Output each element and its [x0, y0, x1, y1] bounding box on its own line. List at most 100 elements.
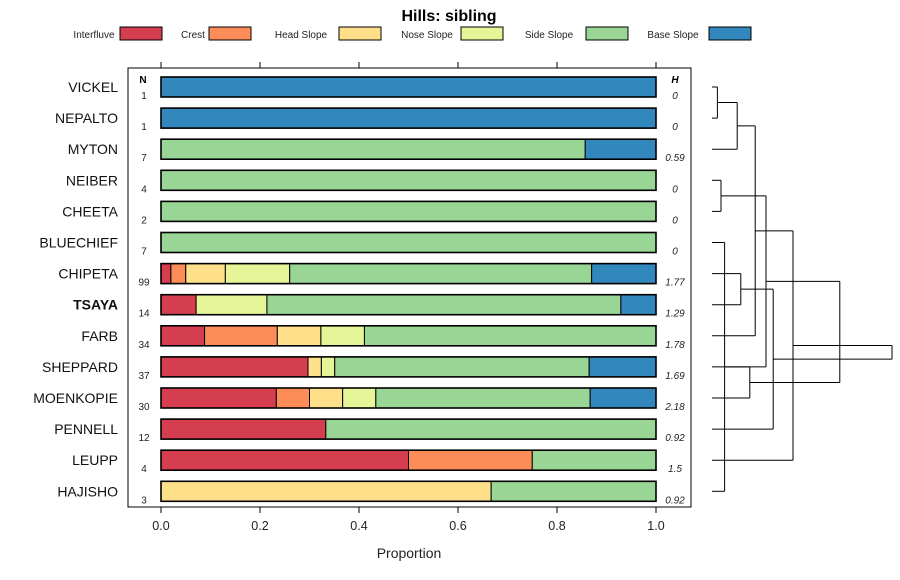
- bar-outline: [160, 76, 657, 98]
- bar-segment: [620, 294, 657, 316]
- row-label: PENNELL: [54, 421, 118, 437]
- bar-segment: [160, 325, 206, 347]
- row-label: NEPALTO: [55, 110, 118, 126]
- x-tick-label: 0.4: [350, 519, 367, 533]
- bar-segment: [185, 263, 226, 285]
- n-value: 34: [138, 340, 150, 351]
- bar-outline: [160, 231, 657, 254]
- bar-segment: [591, 263, 657, 285]
- row-label: SHEPPARD: [42, 359, 118, 375]
- bar-segment: [266, 294, 622, 316]
- chart-title: Hills: sibling: [401, 8, 496, 25]
- bar-segment: [160, 138, 586, 160]
- bar-segment: [375, 387, 591, 409]
- bar-segment: [160, 480, 492, 502]
- bar-segment: [289, 263, 593, 285]
- bar-outline: [160, 324, 657, 347]
- legend-swatch: [585, 26, 629, 41]
- row-label: HAJISHO: [57, 483, 118, 499]
- h-value: 1.78: [665, 340, 685, 351]
- bar-segment: [224, 263, 291, 285]
- bar-segment: [363, 325, 657, 347]
- h-column-header: H: [671, 75, 679, 86]
- legend: Interfluve Crest Head Slope Nose Slope Side …: [73, 26, 752, 41]
- bar-segment: [160, 200, 657, 222]
- x-tick-label: 1.0: [647, 519, 664, 533]
- bar-segment: [531, 449, 657, 471]
- h-value: 1.5: [668, 464, 682, 475]
- x-tick-label: 0.8: [548, 519, 565, 533]
- x-axis-label: Proportion: [377, 545, 442, 561]
- x-tick-label: 0.2: [251, 519, 268, 533]
- x-tick-label: 0.0: [152, 519, 169, 533]
- row-label: CHIPETA: [58, 266, 118, 282]
- bar-outline: [160, 169, 657, 192]
- bar-segment: [325, 418, 657, 440]
- n-value: 7: [141, 247, 147, 258]
- bar-segment: [160, 418, 327, 440]
- bar-segment: [160, 356, 309, 378]
- legend-label: Nose Slope: [401, 30, 453, 41]
- bar-outline: [160, 449, 657, 472]
- n-value: 30: [138, 402, 150, 413]
- n-value: 14: [138, 309, 150, 320]
- bar-segment: [160, 169, 657, 191]
- row-label: FARB: [81, 328, 118, 344]
- bar-segment: [320, 325, 365, 347]
- bar-segment: [276, 325, 322, 347]
- n-value: 12: [138, 433, 150, 444]
- n-value: 7: [141, 153, 147, 164]
- plot-frame: [127, 67, 692, 508]
- bar-segment: [307, 356, 322, 378]
- bar-segment: [195, 294, 268, 316]
- row-label: LEUPP: [72, 452, 118, 468]
- h-value: 1.29: [665, 309, 685, 320]
- h-value: 0: [672, 247, 678, 258]
- h-value: 0: [672, 215, 678, 226]
- bar-outline: [160, 418, 657, 440]
- h-value: 2.18: [664, 402, 685, 413]
- bar-outline: [160, 387, 657, 409]
- legend-label: Head Slope: [275, 30, 328, 41]
- bar-segment: [588, 356, 657, 378]
- bar-segment: [275, 387, 310, 409]
- bar-segment: [490, 480, 657, 502]
- bar-outline: [160, 200, 657, 223]
- n-value: 1: [141, 91, 147, 102]
- n-value: 99: [138, 278, 150, 289]
- bar-segment: [170, 263, 187, 285]
- h-value: 0: [672, 122, 678, 133]
- legend-swatch: [208, 26, 252, 41]
- legend-label: Side Slope: [525, 30, 574, 41]
- bar-outline: [160, 262, 657, 285]
- h-value: 0.92: [665, 495, 685, 506]
- bar-segment: [160, 294, 197, 316]
- bar-outline: [160, 356, 657, 378]
- bar-rows: VICKEL 1 0 NEPALTO 1 0 MYTON 7 0.59 NEIBER 4 0 CHEET…: [33, 76, 685, 506]
- row-label: MOENKOPIE: [33, 390, 118, 406]
- x-tick-label: 0.6: [449, 519, 466, 533]
- dendrogram: [712, 86, 893, 492]
- h-value: 0.59: [665, 153, 685, 164]
- row-label: TSAYA: [73, 297, 118, 313]
- bar-segment: [160, 232, 657, 253]
- row-label: VICKEL: [68, 79, 118, 95]
- bar-segment: [408, 449, 533, 471]
- legend-swatch: [708, 26, 752, 41]
- n-value: 1: [141, 122, 147, 133]
- legend-swatch: [338, 26, 382, 41]
- row-label: NEIBER: [66, 172, 118, 188]
- n-value: 4: [141, 184, 147, 195]
- bar-segment: [320, 356, 336, 378]
- legend-label: Crest: [181, 30, 205, 41]
- row-label: BLUECHIEF: [39, 235, 118, 251]
- bar-segment: [204, 325, 278, 347]
- bar-outline: [160, 138, 657, 160]
- bar-outline: [160, 293, 657, 316]
- bar-segment: [160, 387, 277, 409]
- h-value: 0: [672, 91, 678, 102]
- n-value: 4: [141, 464, 147, 475]
- bar-segment: [309, 387, 344, 409]
- x-axis: 0.0 0.2 0.4 0.6 0.8 1.0: [152, 62, 665, 533]
